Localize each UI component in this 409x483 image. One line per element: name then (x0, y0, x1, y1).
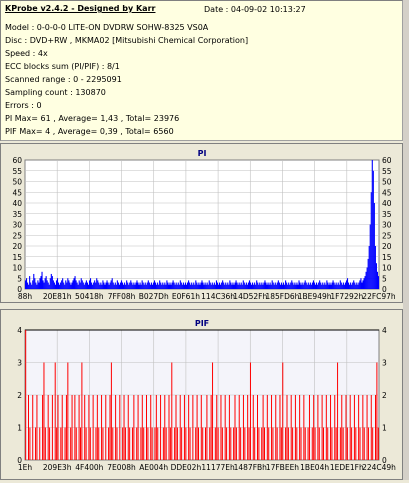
pif-ytick-label-left: 4 (17, 326, 22, 335)
pif-chart: PIF 0 0 1 1 2 2 3 3 4 4 1Eh 209E3h 4F400h 7E008h AE004h… (17, 319, 396, 472)
pif-xtick-label: AE004h (139, 463, 168, 472)
pi-ytick-label-left: 35 (12, 210, 22, 219)
info-line-model: Model : 0-0-0-0 LITE-ON DVDRW SOHW-8325 … (5, 23, 209, 32)
pi-xtick-label: 20E81h (43, 292, 72, 301)
pi-xtick-label: 114C36h (201, 292, 235, 301)
pif-xtick-label: 17FBEEh (266, 463, 299, 472)
pi-ytick-label-right: 35 (382, 210, 392, 219)
pi-chart-title: PI (198, 149, 207, 158)
pi-xtick-label: 185FD6h (265, 292, 299, 301)
pi-ytick-label-left: 50 (12, 178, 22, 187)
info-line-range: Scanned range : 0 - 2295091 (5, 75, 122, 84)
pif-chart-panel: PIF 0 0 1 1 2 2 3 3 4 4 1Eh 209E3h 4F400h 7E008h AE004h… (0, 309, 403, 480)
pi-ytick-label-left: 60 (12, 156, 22, 165)
pi-ytick-label-right: 15 (382, 253, 392, 262)
pi-ytick-label-left: 5 (17, 274, 22, 283)
pi-ytick-label-left: 40 (12, 199, 22, 208)
pif-ytick-label-right: 0 (382, 456, 387, 465)
pif-xtick-label: 209E3h (43, 463, 72, 472)
pi-xtick-label: 50418h (75, 292, 104, 301)
pi-xtick-label: 88h (18, 292, 33, 301)
pif-ytick-label-left: 1 (17, 424, 22, 433)
pif-ytick-label-left: 0 (17, 456, 22, 465)
pi-xtick-label: 22FC97h (362, 292, 396, 301)
pif-xtick-label: 1EDE1Fh (330, 463, 364, 472)
pif-ytick-label-right: 1 (382, 424, 387, 433)
pi-ytick-label-right: 5 (382, 274, 387, 283)
info-line-sampling: Sampling count : 130870 (5, 88, 106, 97)
vertical-scrollbar[interactable] (403, 0, 409, 480)
pi-ytick-label-right: 60 (382, 156, 392, 165)
app-title: KProbe v2.4.2 - Designed by Karr (5, 4, 155, 14)
pif-xtick-label: 1BE04h (300, 463, 329, 472)
pif-xtick-label: 1487FBh (234, 463, 268, 472)
info-line-speed: Speed : 4x (5, 49, 48, 58)
info-line-disc: Disc : DVD+RW , MKMA02 [Mitsubishi Chemi… (5, 36, 249, 45)
pi-ytick-label-left: 15 (12, 253, 22, 262)
app-title-text: KProbe v2.4.2 - Designed by Karr (5, 4, 156, 13)
pi-ytick-label-right: 10 (382, 264, 392, 273)
info-line-errors: Errors : 0 (5, 101, 42, 110)
pi-ytick-label-left: 45 (12, 188, 22, 197)
pi-ytick-label-left: 10 (12, 264, 22, 273)
info-line-ecc: ECC blocks sum (PI/PIF) : 8/1 (5, 62, 120, 71)
pif-xtick-label: 224C49h (362, 463, 396, 472)
pi-ytick-label-right: 50 (382, 178, 392, 187)
pi-ytick-label-left: 20 (12, 242, 22, 251)
pi-xtick-label: E0F61h (172, 292, 200, 301)
pi-xtick-label: 1BE949h (298, 292, 332, 301)
info-line-pif: PIF Max= 4 , Average= 0,39 , Total= 6560 (5, 127, 174, 136)
pi-ytick-label-left: 0 (17, 285, 22, 294)
pi-ytick-label-right: 40 (382, 199, 392, 208)
pif-xtick-label: 7E008h (107, 463, 136, 472)
pif-xtick-label: 4F400h (75, 463, 103, 472)
pi-ytick-label-right: 20 (382, 242, 392, 251)
pi-ytick-label-left: 25 (12, 231, 22, 240)
pi-xtick-label: 1F7292h (330, 292, 363, 301)
info-panel: KProbe v2.4.2 - Designed by Karr Date : … (0, 0, 403, 141)
pif-xtick-label: 11177Eh (201, 463, 235, 472)
pi-xtick-label: 14D52Fh (233, 292, 267, 301)
pif-ytick-label-right: 2 (382, 391, 387, 400)
pif-ytick-label-right: 4 (382, 326, 387, 335)
pi-ytick-label-right: 45 (382, 188, 392, 197)
pif-ytick-label-right: 3 (382, 359, 387, 368)
pi-ytick-label-left: 55 (12, 167, 22, 176)
pi-ytick-label-right: 30 (382, 221, 392, 230)
pif-ytick-label-left: 3 (17, 359, 22, 368)
pi-chart-panel: PI 0 0 5 5 10 10 15 15 20 20 25 25 30 30 35 35 40 40 45 45 50… (0, 143, 403, 303)
pi-ytick-label-right: 0 (382, 285, 387, 294)
pif-chart-title: PIF (195, 319, 209, 328)
pi-ytick-label-right: 25 (382, 231, 392, 240)
pif-xtick-label: 1Eh (18, 463, 33, 472)
pif-xtick-label: DDE02h (171, 463, 202, 472)
pi-ytick-label-left: 30 (12, 221, 22, 230)
pi-ytick-label-right: 55 (382, 167, 392, 176)
pi-xtick-label: 7FF08h (108, 292, 136, 301)
pi-xtick-label: B027Dh (139, 292, 169, 301)
info-line-pi: PI Max= 61 , Average= 1,43 , Total= 2397… (5, 114, 180, 123)
scan-date: Date : 04-09-02 10:13:27 (204, 5, 306, 14)
pif-ytick-label-left: 2 (17, 391, 22, 400)
